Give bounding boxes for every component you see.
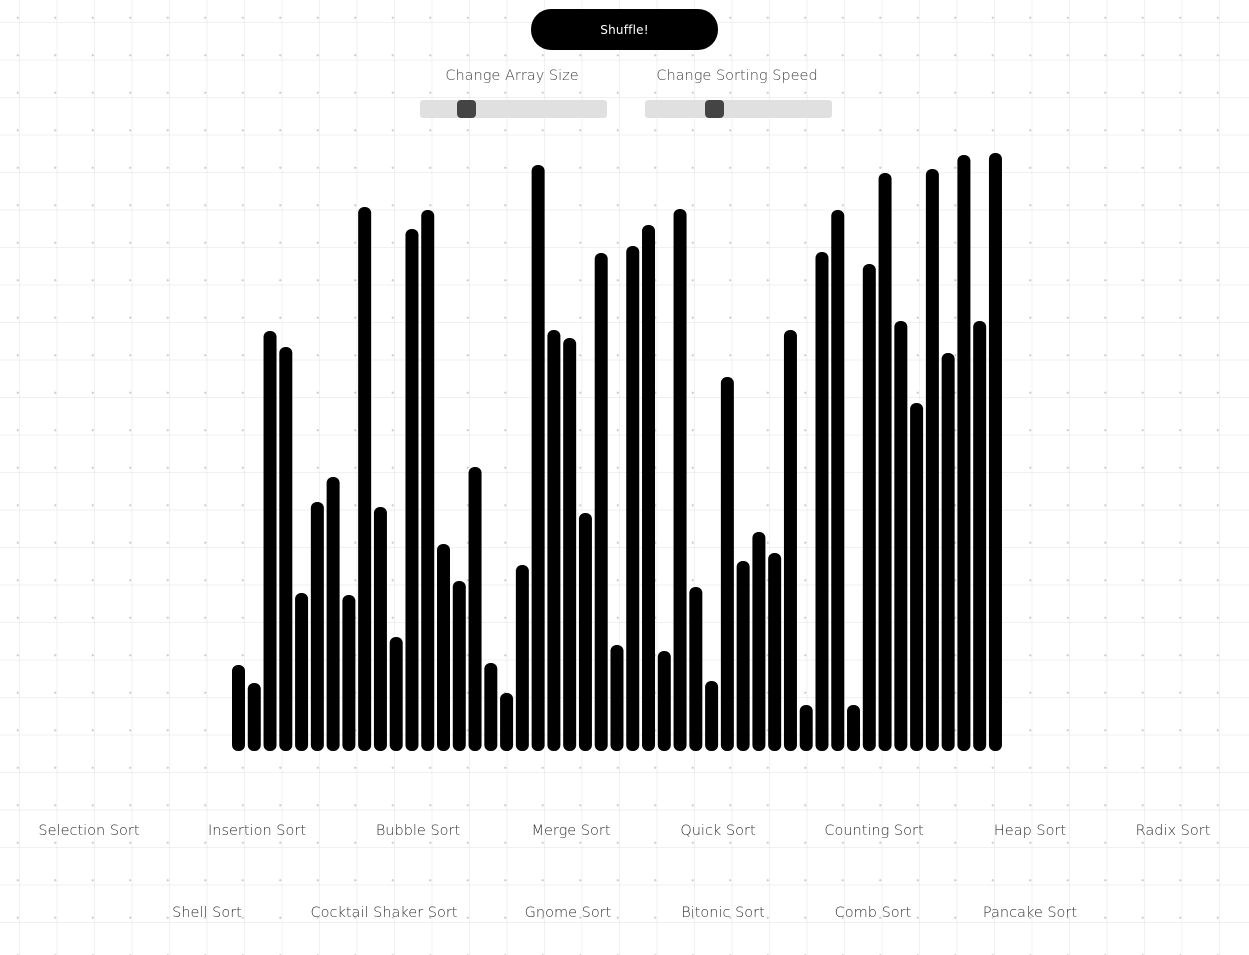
- array-bar: [405, 229, 419, 751]
- sorting-speed-slider[interactable]: [645, 100, 832, 118]
- array-bar: [925, 169, 939, 751]
- algorithm-button-radix-sort[interactable]: Radix Sort: [1135, 823, 1211, 839]
- array-bar: [373, 507, 387, 751]
- array-bar: [310, 502, 324, 751]
- array-bar: [326, 477, 340, 751]
- algorithm-button-cocktail-shaker-sort[interactable]: Cocktail Shaker Sort: [310, 905, 458, 921]
- array-bar: [657, 651, 671, 751]
- array-size-control: Change Array Size: [418, 64, 607, 118]
- array-bar: [531, 165, 545, 751]
- array-bar: [831, 210, 845, 751]
- array-bar: [847, 705, 861, 751]
- array-bar: [941, 353, 955, 751]
- array-size-label: Change Array Size: [445, 68, 579, 84]
- algorithm-button-insertion-sort[interactable]: Insertion Sort: [207, 823, 307, 839]
- algorithm-button-merge-sort[interactable]: Merge Sort: [531, 823, 611, 839]
- array-bar: [768, 553, 782, 751]
- array-bar: [783, 330, 797, 751]
- sorting-speed-label: Change Sorting Speed: [656, 68, 818, 84]
- array-bar: [452, 581, 466, 751]
- array-bar: [815, 252, 829, 751]
- array-bar: [437, 544, 451, 751]
- array-bar: [500, 693, 514, 751]
- algorithm-button-counting-sort[interactable]: Counting Sort: [824, 823, 924, 839]
- algorithm-button-bitonic-sort[interactable]: Bitonic Sort: [681, 905, 765, 921]
- array-bar: [752, 532, 766, 751]
- array-bar: [279, 347, 293, 751]
- shuffle-button[interactable]: Shuffle!: [531, 9, 718, 50]
- array-bar: [610, 645, 624, 751]
- algorithm-button-selection-sort[interactable]: Selection Sort: [38, 823, 140, 839]
- algorithm-button-heap-sort[interactable]: Heap Sort: [993, 823, 1067, 839]
- array-bar: [358, 207, 372, 751]
- array-bar: [421, 210, 435, 751]
- array-bar: [878, 173, 892, 751]
- array-bar: [736, 561, 750, 751]
- array-size-slider[interactable]: [420, 100, 607, 118]
- algorithm-button-comb-sort[interactable]: Comb Sort: [834, 905, 912, 921]
- algorithm-button-quick-sort[interactable]: Quick Sort: [680, 823, 756, 839]
- array-bar: [547, 330, 561, 751]
- array-bar: [642, 225, 656, 751]
- array-bar: [578, 513, 592, 751]
- array-bar: [862, 264, 876, 751]
- array-bar: [799, 705, 813, 751]
- algorithm-button-shell-sort[interactable]: Shell Sort: [172, 905, 242, 921]
- array-bar: [563, 338, 577, 751]
- algorithm-button-gnome-sort[interactable]: Gnome Sort: [524, 905, 612, 921]
- array-bar: [910, 403, 924, 751]
- array-bar: [594, 253, 608, 751]
- array-bar: [957, 155, 971, 751]
- array-bar: [295, 593, 309, 751]
- sorting-speed-slider-thumb[interactable]: [705, 100, 724, 118]
- algorithm-button-pancake-sort[interactable]: Pancake Sort: [982, 905, 1078, 921]
- array-bar: [973, 321, 987, 751]
- array-bar: [689, 587, 703, 751]
- array-bar: [894, 321, 908, 751]
- array-bar: [263, 331, 277, 751]
- array-bar: [515, 565, 529, 751]
- array-bar: [247, 683, 261, 751]
- array-bar: [705, 681, 719, 751]
- algorithm-button-bubble-sort[interactable]: Bubble Sort: [375, 823, 461, 839]
- array-bar: [389, 637, 403, 751]
- array-bar: [673, 209, 687, 751]
- array-bar: [720, 377, 734, 751]
- array-bar: [626, 246, 640, 751]
- array-bar: [484, 663, 498, 751]
- array-bar: [342, 595, 356, 751]
- array-bar: [468, 467, 482, 751]
- array-bar: [988, 153, 1002, 751]
- array-bar: [232, 665, 245, 751]
- sorting-speed-control: Change Sorting Speed: [643, 64, 832, 118]
- array-size-slider-thumb[interactable]: [457, 100, 476, 118]
